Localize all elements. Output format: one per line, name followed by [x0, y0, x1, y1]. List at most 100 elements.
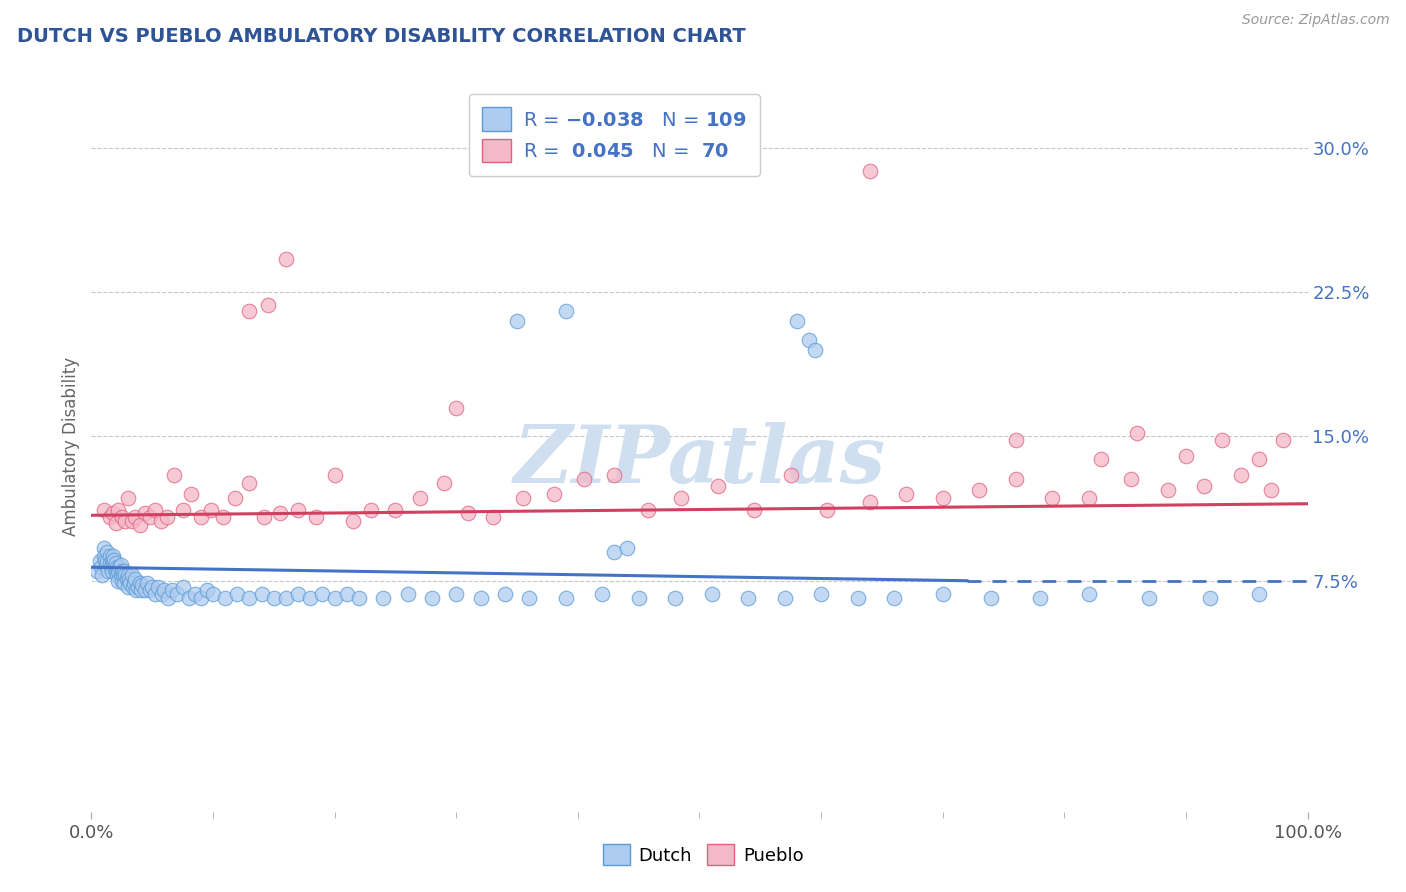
Point	[110, 558, 132, 573]
Point	[112, 575, 135, 590]
Point	[804, 343, 827, 357]
Point	[224, 491, 246, 505]
Point	[323, 467, 346, 482]
Point	[1126, 425, 1149, 440]
Point	[253, 510, 276, 524]
Point	[470, 591, 492, 605]
Point	[134, 583, 156, 598]
Point	[104, 564, 127, 578]
Point	[420, 591, 443, 605]
Point	[1077, 587, 1099, 601]
Point	[200, 502, 222, 516]
Point	[93, 502, 115, 516]
Point	[1175, 449, 1198, 463]
Point	[494, 587, 516, 601]
Point	[129, 517, 152, 532]
Point	[104, 516, 127, 530]
Point	[117, 580, 139, 594]
Point	[89, 554, 111, 568]
Point	[967, 483, 990, 498]
Point	[409, 491, 432, 505]
Point	[111, 510, 134, 524]
Point	[810, 587, 832, 601]
Point	[134, 507, 156, 521]
Point	[143, 587, 166, 601]
Point	[96, 554, 118, 568]
Point	[1247, 587, 1270, 601]
Point	[671, 491, 693, 505]
Point	[139, 583, 162, 598]
Point	[150, 587, 173, 601]
Point	[603, 467, 626, 482]
Point	[554, 591, 576, 605]
Point	[166, 587, 188, 601]
Point	[214, 591, 236, 605]
Point	[1192, 479, 1215, 493]
Point	[797, 333, 820, 347]
Point	[1247, 452, 1270, 467]
Point	[156, 510, 179, 524]
Point	[124, 572, 146, 586]
Point	[1004, 434, 1026, 448]
Point	[103, 549, 125, 563]
Point	[311, 587, 333, 601]
Point	[226, 587, 249, 601]
Point	[706, 479, 728, 493]
Point	[980, 591, 1002, 605]
Point	[105, 560, 128, 574]
Point	[603, 545, 626, 559]
Text: Source: ZipAtlas.com: Source: ZipAtlas.com	[1241, 13, 1389, 28]
Point	[627, 591, 650, 605]
Point	[180, 487, 202, 501]
Point	[859, 495, 882, 509]
Point	[931, 587, 953, 601]
Point	[457, 507, 479, 521]
Point	[517, 591, 540, 605]
Point	[149, 514, 172, 528]
Point	[444, 587, 467, 601]
Point	[274, 591, 297, 605]
Point	[664, 591, 686, 605]
Point	[107, 502, 129, 516]
Point	[506, 314, 529, 328]
Point	[190, 591, 212, 605]
Point	[153, 583, 176, 598]
Point	[91, 568, 114, 582]
Point	[779, 467, 801, 482]
Point	[287, 502, 309, 516]
Legend: R = $\mathbf{-0.038}$   N = $\mathbf{109}$, R =  $\mathbf{0.045}$   N =  $\mathb: R = $\mathbf{-0.038}$ N = $\mathbf{109}$…	[468, 94, 761, 176]
Point	[103, 552, 125, 566]
Point	[846, 591, 869, 605]
Point	[572, 472, 595, 486]
Point	[96, 545, 118, 559]
Point	[360, 502, 382, 516]
Point	[141, 580, 163, 594]
Point	[1029, 591, 1052, 605]
Point	[117, 491, 139, 505]
Point	[121, 580, 143, 594]
Point	[111, 574, 134, 588]
Point	[481, 510, 503, 524]
Point	[637, 502, 659, 516]
Point	[148, 580, 170, 594]
Point	[172, 502, 194, 516]
Point	[256, 298, 278, 312]
Point	[160, 583, 183, 598]
Point	[190, 510, 212, 524]
Point	[103, 560, 125, 574]
Point	[136, 575, 159, 590]
Point	[202, 587, 225, 601]
Point	[444, 401, 467, 415]
Point	[1199, 591, 1222, 605]
Point	[163, 467, 186, 482]
Point	[211, 510, 233, 524]
Point	[86, 564, 108, 578]
Point	[104, 557, 127, 571]
Point	[98, 510, 121, 524]
Point	[120, 575, 142, 590]
Point	[554, 304, 576, 318]
Point	[342, 514, 364, 528]
Y-axis label: Ambulatory Disability: Ambulatory Disability	[62, 357, 80, 535]
Point	[143, 502, 166, 516]
Point	[100, 560, 122, 574]
